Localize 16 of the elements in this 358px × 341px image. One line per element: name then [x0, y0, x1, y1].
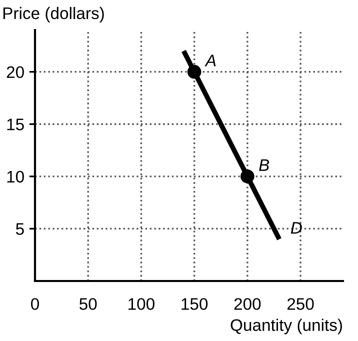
y-tick-label: 20	[6, 66, 24, 78]
y-tick-label: 5	[16, 223, 24, 235]
x-tick-label: 250	[287, 298, 314, 310]
y-tick-label: 10	[7, 170, 24, 183]
y-tick-label: 15	[7, 118, 24, 130]
annotation: A	[204, 54, 216, 66]
x-tick-label: 150	[182, 298, 208, 310]
y-axis-title: Price (dollars)	[3, 6, 104, 22]
annotation: D	[290, 222, 302, 234]
line-series	[181, 48, 282, 242]
x-tick-label: 50	[80, 298, 97, 310]
x-tick-label: 100	[128, 298, 154, 310]
annotation: B	[259, 159, 270, 171]
x-tick-label: 0	[31, 298, 39, 310]
x-axis-title: Quantity (units)	[230, 318, 342, 334]
x-tick-label: 200	[234, 298, 261, 310]
